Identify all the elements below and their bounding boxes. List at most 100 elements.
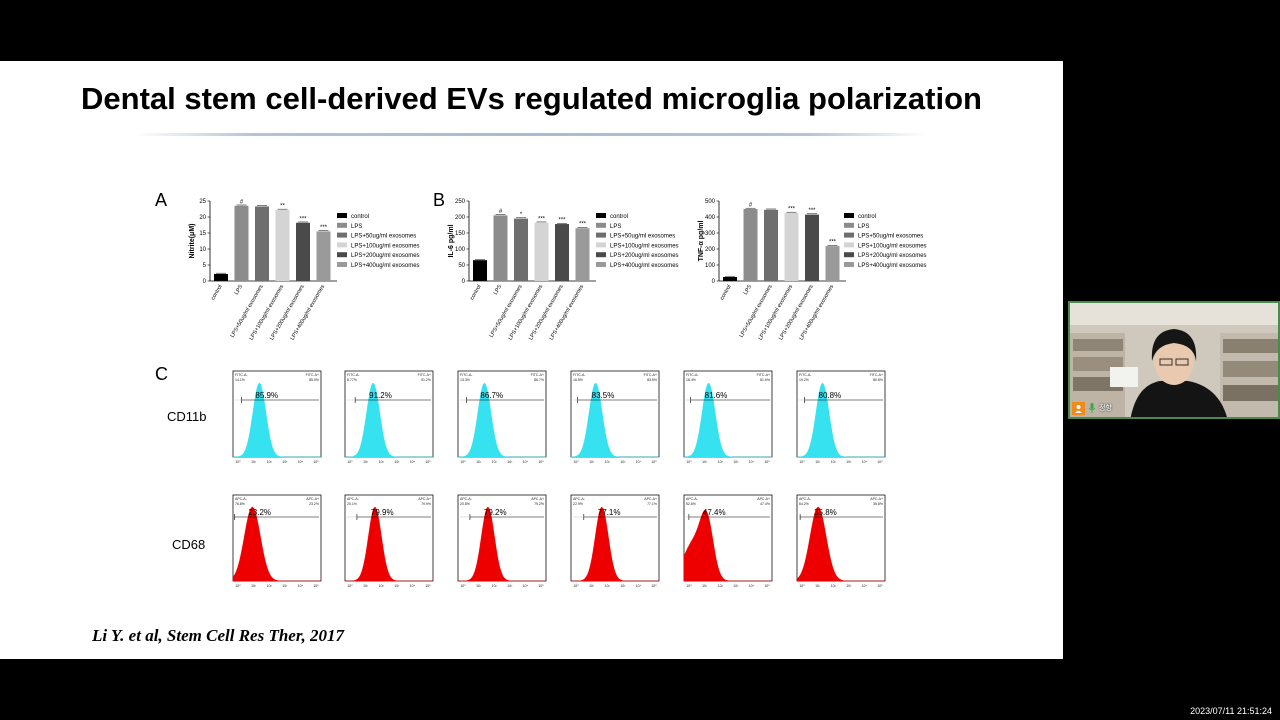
legend-swatch bbox=[844, 262, 854, 267]
x-tick-label: 10⁰ bbox=[686, 460, 692, 464]
x-tick-label: 10⁴ bbox=[523, 584, 529, 588]
significance-marker: *** bbox=[299, 216, 307, 222]
user-icon bbox=[1072, 401, 1085, 415]
cd68-histogram: 35.8% APC-A- APC-A+ 64.2% 35.8% 10⁰ 10¹ 10² 10³ 1… bbox=[796, 494, 887, 591]
microphone-icon[interactable] bbox=[1088, 402, 1096, 414]
legend-swatch bbox=[596, 232, 606, 238]
x-tick-label: 10² bbox=[267, 584, 273, 588]
y-axis-label: IL-6 pg/ml bbox=[448, 224, 455, 257]
gate-positive-label: FITC-A+ bbox=[644, 373, 657, 377]
cd11b-histogram: 83.5% FITC-A- FITC-A+ 16.5% 83.5% 10⁰ 10¹ 10² 10… bbox=[570, 370, 661, 467]
x-tick-label: 10¹ bbox=[589, 460, 595, 464]
bar bbox=[784, 213, 799, 281]
x-tick-label: control bbox=[719, 284, 732, 301]
webcam-video-tile[interactable]: 정향 bbox=[1068, 301, 1280, 419]
citation: Li Y. et al, Stem Cell Res Ther, 2017 bbox=[92, 626, 345, 645]
cd68-histogram: 23.2% APC-A- APC-A+ 76.8% 23.2% 10⁰ 10¹ 10² 10³ 1… bbox=[232, 494, 323, 591]
significance-marker: # bbox=[240, 199, 244, 205]
positive-percentage: 35.8% bbox=[873, 502, 883, 506]
x-tick-label: 10¹ bbox=[702, 460, 708, 464]
x-tick-label: 10² bbox=[492, 460, 498, 464]
histogram-plot: 91.2% FITC-A- FITC-A+ 8.77% 91.2% 10⁰ 10¹ 10² 10… bbox=[344, 370, 434, 464]
x-tick-label: 10² bbox=[831, 460, 837, 464]
histogram-plot: 86.7% FITC-A- FITC-A+ 13.3% 86.7% 10⁰ 10¹ 10² 10… bbox=[457, 370, 547, 464]
significance-marker: # bbox=[499, 209, 503, 215]
bar bbox=[275, 209, 290, 281]
y-axis-label: Nitrite(μM) bbox=[189, 224, 196, 259]
x-tick-label: 10¹ bbox=[251, 460, 257, 464]
gate-negative-label: FITC-A- bbox=[686, 373, 699, 377]
gate-negative-label: APC-A- bbox=[573, 497, 586, 501]
histogram-fill bbox=[570, 382, 659, 458]
histogram-fill bbox=[345, 382, 433, 458]
cd68-histogram: 79.2% APC-A- APC-A+ 20.8% 79.2% 10⁰ 10¹ 10² 10³ 1… bbox=[457, 494, 548, 591]
bar bbox=[764, 209, 778, 281]
x-tick-label: 10⁵ bbox=[651, 460, 657, 464]
gate-positive-label: APC-A+ bbox=[870, 497, 883, 501]
x-tick-label: 10⁵ bbox=[764, 460, 770, 464]
x-tick-label: 10⁵ bbox=[877, 584, 883, 588]
x-tick-label: LPS bbox=[234, 284, 245, 296]
x-tick-label: 10⁰ bbox=[686, 584, 692, 588]
gate-percentage: 79.9% bbox=[371, 508, 394, 517]
positive-percentage: 80.8% bbox=[873, 378, 883, 382]
panel-label-b: B bbox=[433, 190, 446, 210]
gate-percentage: 91.2% bbox=[369, 391, 392, 400]
y-tick-label: 25 bbox=[199, 199, 206, 205]
cd11b-histogram: 80.8% FITC-A- FITC-A+ 19.2% 80.8% 10⁰ 10¹ 10² 10… bbox=[796, 370, 887, 467]
gate-positive-label: APC-A+ bbox=[531, 497, 544, 501]
legend-swatch bbox=[337, 222, 347, 228]
x-tick-label: 10⁵ bbox=[538, 460, 544, 464]
histogram-plot: 85.9% FITC-A- FITC-A+ 14.1% 85.9% 10⁰ 10¹ 10² 10… bbox=[232, 370, 322, 464]
histogram-plot: 79.9% APC-A- APC-A+ 20.1% 79.9% 10⁰ 10¹ 10² 10³ 1… bbox=[344, 494, 434, 588]
bar bbox=[234, 205, 249, 281]
negative-percentage: 64.2% bbox=[799, 502, 809, 506]
x-tick-label: 10⁵ bbox=[425, 584, 431, 588]
x-tick-label: 10³ bbox=[282, 460, 288, 464]
gate-positive-label: APC-A+ bbox=[757, 497, 770, 501]
negative-percentage: 20.8% bbox=[460, 502, 470, 506]
legend-swatch bbox=[844, 222, 854, 228]
legend-entry: control bbox=[858, 214, 876, 220]
x-tick-label: 10⁴ bbox=[298, 460, 304, 464]
x-tick-label: 10⁴ bbox=[749, 460, 755, 464]
gate-percentage: 79.2% bbox=[484, 508, 507, 517]
gate-percentage: 35.8% bbox=[814, 508, 837, 517]
tnf-bar-chart: 0 100 200 300 400 500 TNF-α pg/ml control # LPS LP… bbox=[698, 199, 927, 341]
x-tick-label: 10⁴ bbox=[749, 584, 755, 588]
y-tick-label: 0 bbox=[712, 279, 716, 285]
gate-positive-label: APC-A+ bbox=[418, 497, 431, 501]
negative-percentage: 20.1% bbox=[347, 502, 357, 506]
negative-percentage: 76.8% bbox=[235, 502, 245, 506]
legend-swatch bbox=[596, 242, 606, 248]
legend-swatch bbox=[596, 222, 606, 228]
il6-bar-chart: 0 50 100 150 200 250 IL-6 pg/ml control # LPS * LPS… bbox=[448, 199, 679, 341]
histogram-frame bbox=[457, 494, 547, 582]
legend-entry: LPS+200ug/ml exosomes bbox=[610, 253, 679, 259]
x-tick-label: 10⁴ bbox=[298, 584, 304, 588]
gate-percentage: 47.4% bbox=[703, 508, 726, 517]
histogram-fill bbox=[683, 382, 772, 458]
x-tick-label: 10³ bbox=[394, 584, 400, 588]
x-tick-label: 10⁰ bbox=[235, 584, 241, 588]
y-tick-label: 20 bbox=[199, 215, 206, 221]
x-tick-label: 10³ bbox=[620, 584, 626, 588]
histogram-fill bbox=[233, 382, 321, 458]
histogram-plot: 79.2% APC-A- APC-A+ 20.8% 79.2% 10⁰ 10¹ 10² 10³ 1… bbox=[457, 494, 547, 588]
negative-percentage: 52.6% bbox=[686, 502, 696, 506]
gate-percentage: 80.8% bbox=[819, 391, 842, 400]
x-tick-label: 10¹ bbox=[363, 460, 369, 464]
cd11b-histogram: 91.2% FITC-A- FITC-A+ 8.77% 91.2% 10⁰ 10¹ 10² 10… bbox=[344, 370, 435, 467]
x-tick-label: 10³ bbox=[733, 460, 739, 464]
cd11b-histogram: 81.6% FITC-A- FITC-A+ 18.4% 81.6% 10⁰ 10¹ 10² 10… bbox=[683, 370, 774, 467]
legend-swatch bbox=[844, 213, 854, 218]
bar bbox=[805, 214, 819, 281]
y-tick-label: 400 bbox=[705, 215, 716, 221]
x-tick-label: 10² bbox=[605, 584, 611, 588]
x-tick-label: 10² bbox=[718, 584, 724, 588]
legend-swatch bbox=[337, 242, 347, 248]
x-tick-label: 10³ bbox=[620, 460, 626, 464]
x-tick-label: 10⁵ bbox=[313, 460, 319, 464]
significance-marker: *** bbox=[538, 216, 546, 222]
gate-positive-label: APC-A+ bbox=[306, 497, 319, 501]
